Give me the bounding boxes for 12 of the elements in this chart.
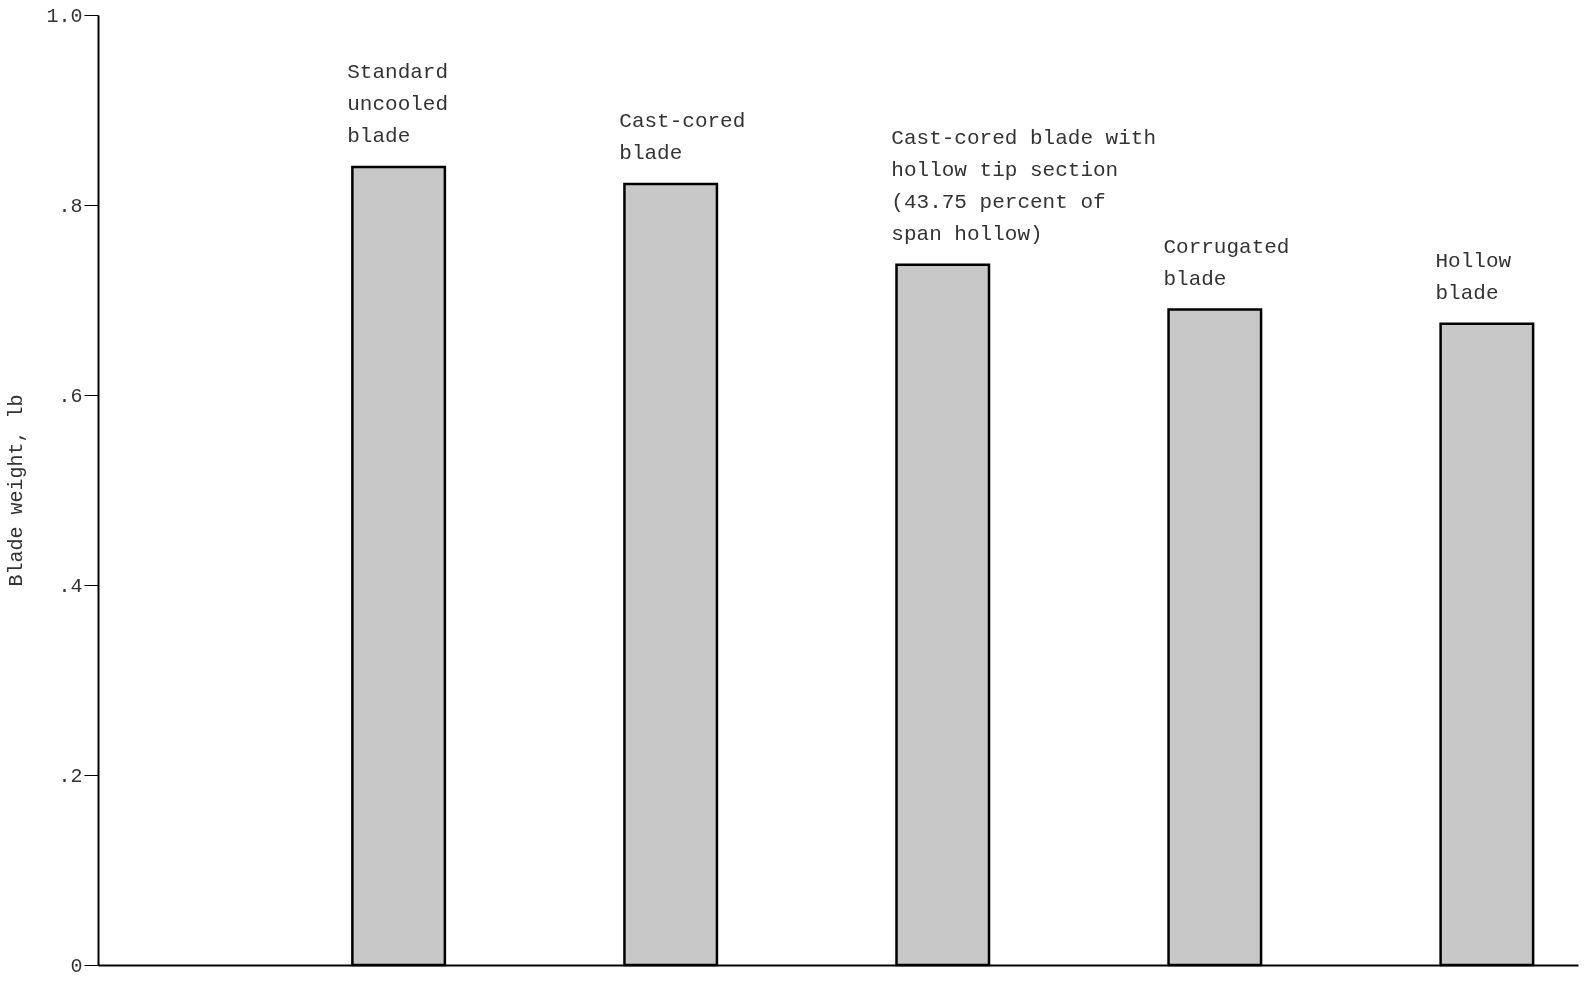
- y-tick-label: 1.0: [46, 4, 83, 28]
- y-tick-label: .2: [58, 764, 83, 788]
- x-tick-label: Cast-cored blade: [619, 110, 746, 166]
- x-tick-label: Standard uncooled blade: [347, 61, 449, 148]
- x-tick-label: Corrugated blade: [1163, 235, 1290, 291]
- x-tick-label: Cast-cored blade with hollow tip section (43.75 percent of span hollow): [891, 126, 1157, 246]
- y-tick-label: .4: [58, 574, 83, 598]
- y-tick-label: .6: [58, 384, 83, 408]
- x-tick-label: Hollow blade: [1435, 249, 1512, 305]
- y-tick-label: .8: [58, 194, 83, 218]
- y-tick-label: 0: [70, 954, 83, 978]
- y-axis-title: Blade weight, lb: [5, 394, 29, 587]
